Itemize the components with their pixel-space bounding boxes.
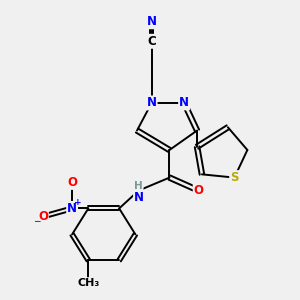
Text: N: N [147, 15, 157, 28]
Text: +: + [74, 198, 82, 207]
Text: O: O [38, 210, 48, 223]
Text: H: H [134, 181, 143, 190]
Text: O: O [194, 184, 204, 197]
Text: O: O [67, 176, 77, 189]
Text: N: N [179, 96, 189, 110]
Text: N: N [134, 190, 144, 204]
Text: N: N [67, 202, 77, 215]
Text: N: N [147, 96, 157, 110]
Text: −: − [33, 217, 41, 226]
Text: C: C [147, 35, 156, 48]
Text: S: S [230, 171, 238, 184]
Text: CH₃: CH₃ [77, 278, 100, 288]
